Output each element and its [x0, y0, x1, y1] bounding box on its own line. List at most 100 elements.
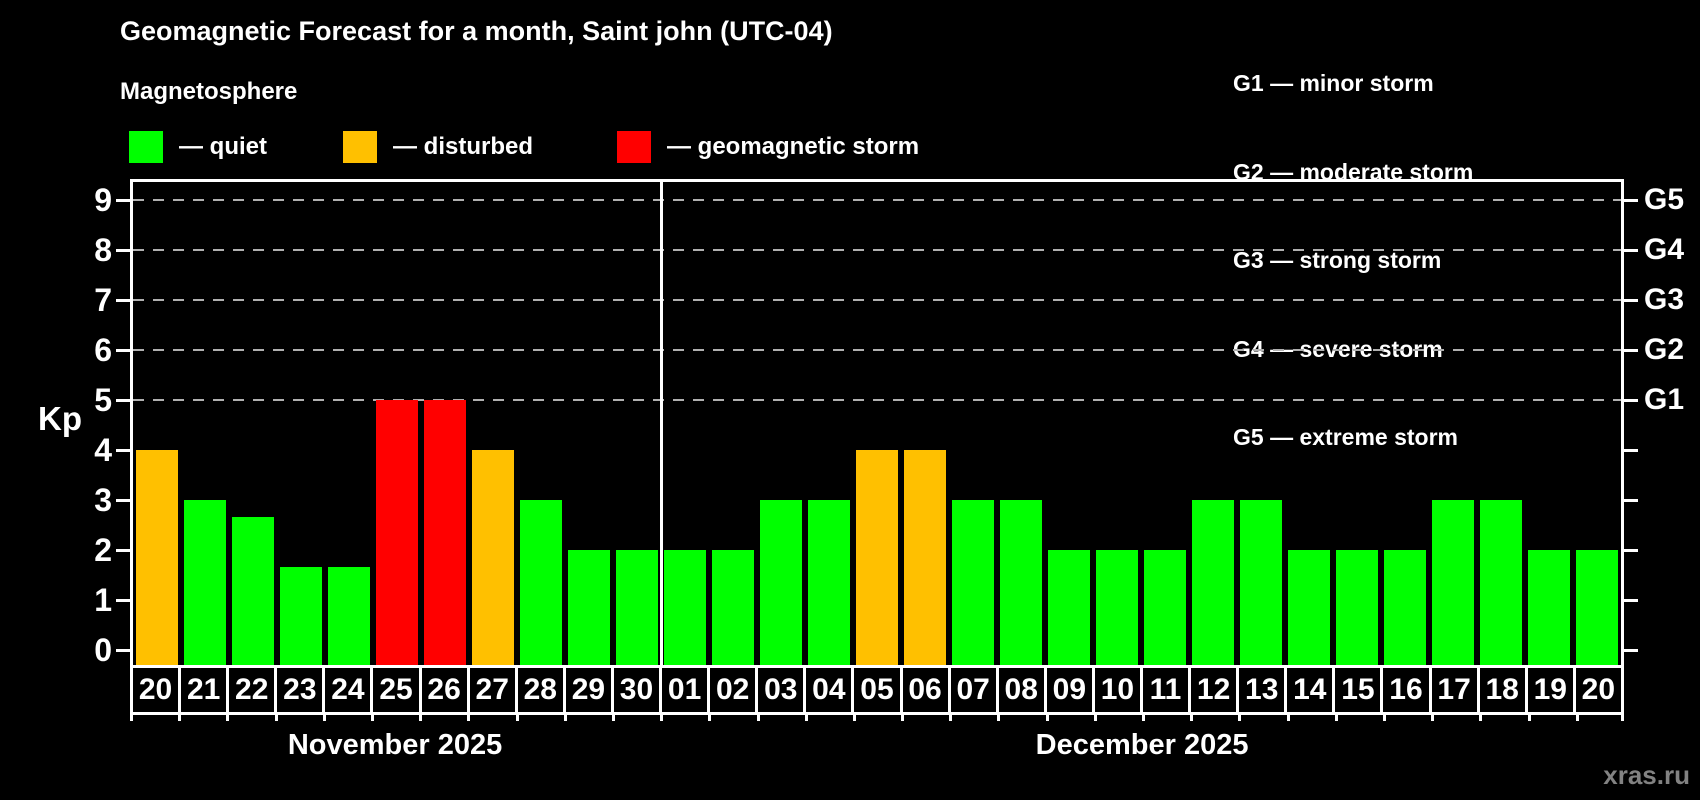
legend-label-quiet: — quiet — [179, 133, 267, 160]
month-label-november: November 2025 — [287, 729, 503, 761]
legend-label-disturbed: — disturbed — [393, 133, 534, 160]
quiet-color-swatch — [129, 131, 163, 163]
left-axis-tick-6 — [116, 348, 130, 352]
kp-bar-26 — [424, 400, 466, 665]
right-axis-tick-4 — [1624, 448, 1638, 452]
g-legend-line-g1: G1 — minor storm — [1233, 70, 1434, 96]
kp-bar-14 — [1288, 550, 1330, 665]
right-axis-label-g2: G2 — [1644, 333, 1685, 366]
month-label-december: December 2025 — [1035, 729, 1249, 761]
left-axis-tick-8 — [116, 248, 130, 252]
date-boundary-tick-6 — [419, 712, 423, 721]
date-boundary-tick-12 — [708, 712, 712, 721]
kp-bar-30 — [616, 550, 658, 665]
date-boundary-tick-26 — [1383, 712, 1387, 721]
date-boundary-tick-7 — [467, 712, 471, 721]
date-boundary-tick-4 — [322, 712, 326, 721]
kp-bar-04 — [808, 500, 850, 665]
y-axis-tick-label-8: 8 — [94, 232, 112, 268]
g-legend-line-g4: G4 — severe storm — [1233, 335, 1443, 362]
kp-bar-20 — [136, 450, 178, 665]
kp-bar-15 — [1336, 550, 1378, 665]
kp-bar-21 — [184, 500, 226, 665]
kp-bar-09 — [1048, 550, 1090, 665]
date-boundary-tick-10 — [611, 712, 615, 721]
date-boundary-tick-2 — [226, 712, 230, 721]
right-axis-label-g1: G1 — [1644, 383, 1685, 416]
date-boundary-tick-9 — [563, 712, 567, 721]
gridline-kp6 — [133, 349, 1621, 351]
right-axis-tick-3 — [1624, 498, 1638, 502]
disturbed-color-swatch — [343, 131, 377, 163]
right-axis-tick-5 — [1624, 398, 1638, 402]
right-axis-tick-9 — [1624, 198, 1638, 202]
chart-plot-inner — [133, 182, 1621, 665]
date-cell-dec-08: 08 — [995, 668, 1044, 712]
date-cell-dec-16: 16 — [1380, 668, 1428, 712]
date-boundary-tick-28 — [1479, 712, 1483, 721]
kp-bar-20 — [1576, 550, 1618, 665]
date-boundary-tick-0 — [130, 712, 133, 721]
left-axis-tick-2 — [116, 548, 130, 552]
page-title: Geomagnetic Forecast for a month, Saint … — [120, 16, 833, 46]
date-cell-dec-06: 06 — [899, 668, 948, 712]
date-cell-dec-19: 19 — [1524, 668, 1573, 712]
y-axis-tick-label-4: 4 — [94, 432, 112, 468]
right-axis-label-g4: G4 — [1644, 233, 1685, 266]
date-boundary-tick-20 — [1093, 712, 1097, 721]
kp-bar-25 — [376, 400, 418, 665]
right-axis-tick-0 — [1624, 648, 1638, 652]
left-axis-tick-5 — [116, 398, 130, 402]
date-cell-nov-21: 21 — [178, 668, 226, 712]
right-axis-tick-1 — [1624, 598, 1638, 602]
date-boundary-tick-29 — [1527, 712, 1531, 721]
date-cell-nov-20: 20 — [138, 673, 173, 706]
right-axis-tick-8 — [1624, 248, 1638, 252]
y-axis-tick-label-3: 3 — [94, 482, 112, 518]
right-axis-tick-2 — [1624, 548, 1638, 552]
chart-plot-area — [130, 179, 1624, 668]
date-cell-dec-09: 09 — [1043, 668, 1092, 712]
y-axis-tick-label-2: 2 — [94, 532, 112, 568]
kp-bar-17 — [1432, 500, 1474, 665]
date-cell-nov-27: 27 — [466, 668, 515, 712]
left-axis-tick-1 — [116, 598, 130, 602]
y-axis-tick-label-6: 6 — [94, 332, 112, 368]
kp-bar-12 — [1192, 500, 1234, 665]
date-boundary-tick-23 — [1238, 712, 1242, 721]
date-boundary-tick-13 — [756, 712, 760, 721]
date-boundary-tick-16 — [901, 712, 905, 721]
x-axis-date-row: 20 21 22 23 24 25 26 27 28 29 30 01 02 03 04 05 06 07 08 09… — [130, 668, 1624, 715]
date-boundary-tick-5 — [370, 712, 374, 721]
date-cell-dec-18: 18 — [1476, 668, 1525, 712]
date-cell-dec-13: 13 — [1236, 668, 1284, 712]
date-boundary-tick-11 — [660, 712, 664, 721]
date-boundary-tick-18 — [997, 712, 1001, 721]
right-axis-label-g5: G5 — [1644, 183, 1685, 216]
kp-bar-08 — [1000, 500, 1042, 665]
date-boundary-tick-8 — [515, 712, 519, 721]
date-boundary-tick-31 — [1621, 712, 1624, 721]
chart-subtitle: Magnetosphere — [120, 78, 298, 105]
date-boundary-tick-27 — [1431, 712, 1435, 721]
date-cell-dec-17: 17 — [1428, 668, 1477, 712]
legend-item-quiet: — quiet — [129, 131, 267, 163]
date-boundary-tick-14 — [804, 712, 808, 721]
kp-bar-06 — [904, 450, 946, 665]
date-boundary-tick-15 — [852, 712, 856, 721]
date-boundary-tick-17 — [949, 712, 953, 721]
date-cell-dec-02: 02 — [707, 668, 755, 712]
date-cell-nov-24: 24 — [322, 668, 370, 712]
kp-bar-02 — [712, 550, 754, 665]
y-axis-tick-label-5: 5 — [94, 382, 112, 418]
date-boundary-tick-21 — [1142, 712, 1146, 721]
kp-bar-16 — [1384, 550, 1426, 665]
month-separator-line — [659, 182, 663, 665]
gridline-kp5 — [133, 399, 1621, 401]
left-axis-tick-9 — [116, 198, 130, 202]
kp-bar-29 — [568, 550, 610, 665]
date-cell-nov-25: 25 — [370, 668, 418, 712]
kp-bar-28 — [520, 500, 562, 665]
kp-bar-11 — [1144, 550, 1186, 665]
kp-bar-24 — [328, 566, 370, 665]
